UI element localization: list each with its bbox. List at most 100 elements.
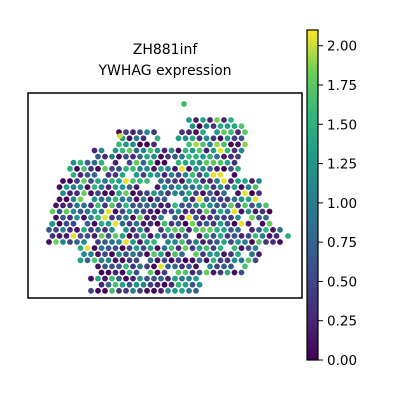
spot <box>95 251 101 258</box>
spot <box>116 202 122 209</box>
spot <box>123 129 129 136</box>
spot <box>214 239 220 245</box>
spot <box>137 202 143 209</box>
spot <box>175 269 182 276</box>
colorbar-frame <box>306 29 319 361</box>
spot <box>200 153 206 160</box>
spot <box>172 190 178 197</box>
spot <box>210 269 217 276</box>
spot <box>252 208 259 215</box>
spot <box>140 147 147 154</box>
spot <box>144 263 150 270</box>
spot <box>285 233 291 239</box>
spot <box>221 202 227 209</box>
spot <box>112 245 119 252</box>
spot <box>168 281 175 288</box>
spot <box>207 153 213 160</box>
spot <box>228 214 234 221</box>
spot <box>116 153 122 160</box>
spot <box>266 220 273 227</box>
spot <box>228 129 234 136</box>
spot <box>140 172 147 178</box>
colorbar-tick-label: 0.75 <box>327 235 357 251</box>
spot <box>84 159 91 166</box>
spot <box>144 129 150 136</box>
spot <box>200 165 206 172</box>
spot <box>196 233 203 239</box>
spot <box>221 239 227 245</box>
spot <box>179 129 185 136</box>
spot <box>126 196 133 203</box>
spot <box>102 202 108 209</box>
spot <box>186 153 192 160</box>
spot <box>207 251 213 258</box>
spot <box>189 135 196 142</box>
spot <box>193 239 199 245</box>
spot <box>224 208 231 215</box>
spot <box>77 208 84 215</box>
spot <box>161 245 168 252</box>
spot <box>126 135 133 142</box>
spot <box>133 233 140 239</box>
spot <box>88 275 94 282</box>
spot <box>91 220 98 227</box>
spot <box>193 214 199 221</box>
spot <box>207 214 213 221</box>
spot <box>81 190 87 197</box>
spot <box>109 287 115 294</box>
spot <box>175 257 182 264</box>
spot <box>203 159 210 166</box>
spot <box>154 135 161 142</box>
spot <box>217 257 224 264</box>
spot <box>217 123 224 129</box>
spot <box>98 184 105 191</box>
spot <box>137 251 143 258</box>
spot <box>256 214 262 221</box>
spot <box>70 220 77 227</box>
spot <box>168 184 175 191</box>
spot <box>133 135 140 142</box>
spot <box>182 281 189 288</box>
spot <box>228 141 234 148</box>
spot <box>221 141 227 148</box>
spot <box>165 239 171 245</box>
spot <box>200 117 206 123</box>
spot <box>116 275 122 282</box>
spot <box>182 147 189 154</box>
spot <box>231 269 238 276</box>
spot <box>88 251 94 258</box>
spot <box>210 159 217 166</box>
spot <box>193 287 199 294</box>
spot <box>147 208 154 215</box>
spot <box>266 208 273 215</box>
spot <box>165 226 171 233</box>
spot <box>210 147 217 154</box>
spot <box>259 233 266 239</box>
spot <box>84 257 91 264</box>
spot <box>98 196 105 203</box>
spot <box>231 196 238 203</box>
spot <box>105 208 112 215</box>
spot <box>175 208 182 215</box>
spot <box>109 275 115 282</box>
spot <box>105 281 112 288</box>
spot <box>168 172 175 178</box>
spot <box>214 178 220 184</box>
spot <box>98 233 105 239</box>
spot <box>49 208 56 215</box>
spot <box>252 196 259 203</box>
spot <box>196 135 203 142</box>
spot <box>263 202 269 209</box>
spot <box>46 226 52 233</box>
colorbar-tick-label: 1.75 <box>327 78 357 94</box>
spot <box>245 196 252 203</box>
spot <box>189 269 196 276</box>
spot <box>98 208 105 215</box>
spot <box>151 275 157 282</box>
spot <box>179 263 185 270</box>
spot <box>147 196 154 203</box>
spot <box>214 141 220 148</box>
spot <box>263 226 269 233</box>
spot <box>116 141 122 148</box>
spot <box>98 245 105 252</box>
